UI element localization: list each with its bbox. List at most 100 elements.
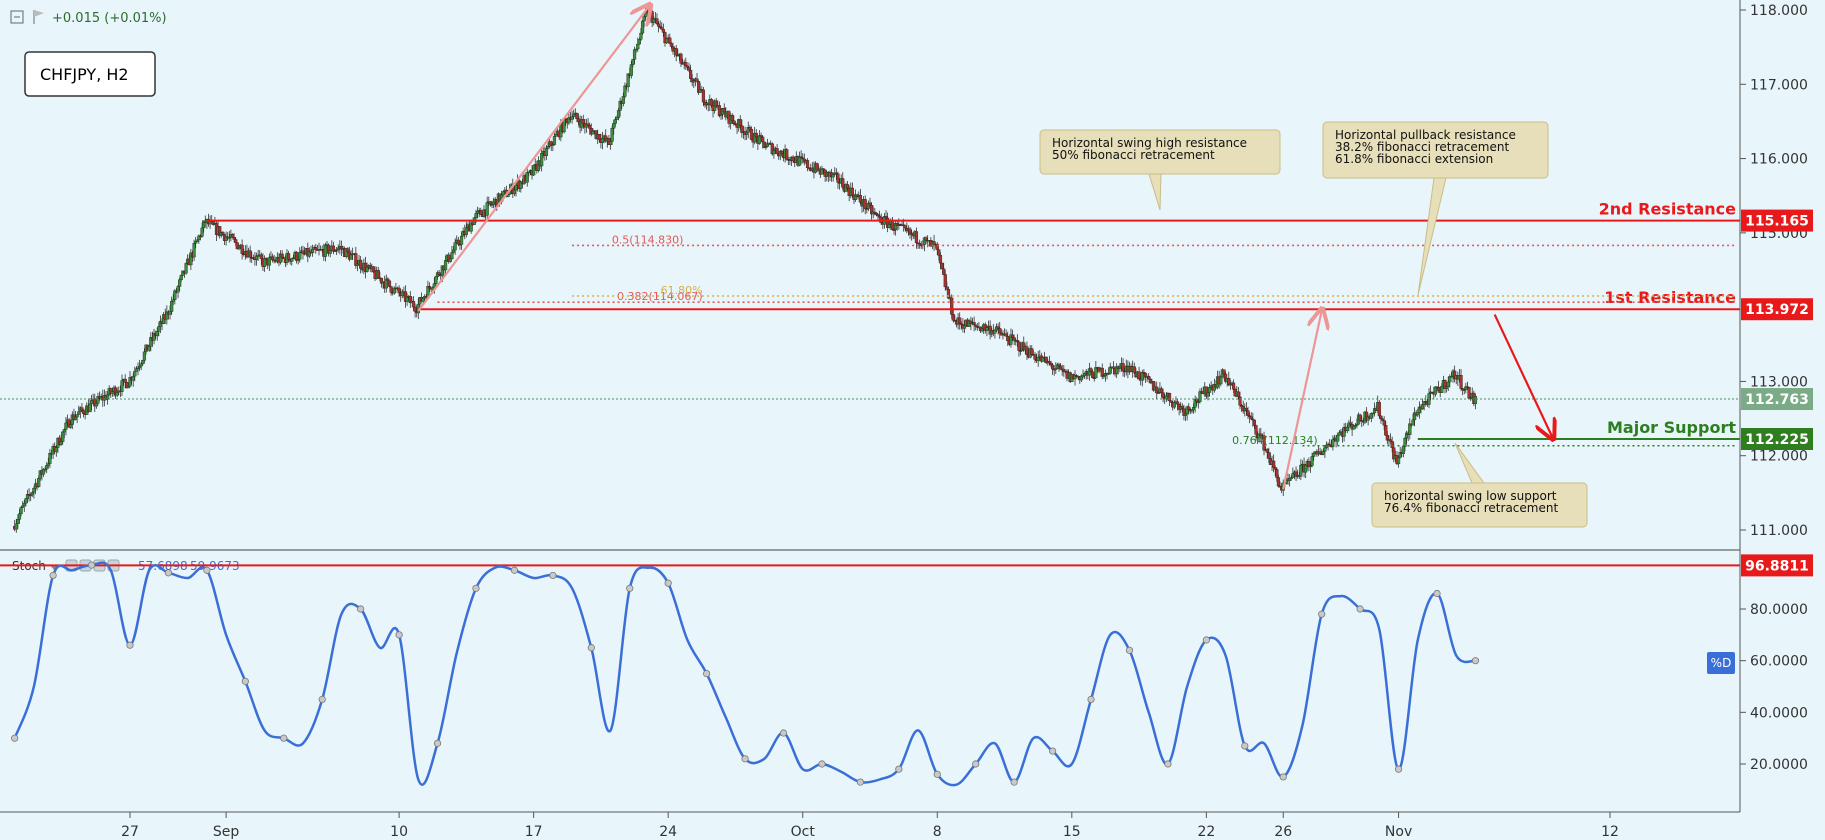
candle-up bbox=[69, 424, 73, 428]
candle-up bbox=[1408, 423, 1412, 435]
candle-up bbox=[572, 113, 576, 117]
candle-down bbox=[1025, 346, 1029, 355]
time-tick-label: 24 bbox=[659, 824, 677, 840]
candle-up bbox=[600, 138, 605, 143]
candle-down bbox=[1377, 402, 1381, 417]
candle-down bbox=[924, 237, 928, 241]
candle-up bbox=[37, 478, 41, 487]
candle-down bbox=[327, 244, 331, 254]
candle-up bbox=[554, 134, 558, 137]
candle-down bbox=[123, 378, 127, 383]
candle-up bbox=[1118, 366, 1122, 370]
candle-up bbox=[405, 296, 409, 302]
candle-up bbox=[126, 385, 130, 389]
candle-down bbox=[950, 297, 954, 315]
stoch-line[interactable] bbox=[13, 561, 1476, 787]
candle-down bbox=[903, 225, 907, 229]
candle-up bbox=[831, 174, 835, 178]
candle-up bbox=[59, 441, 63, 445]
stoch-series-label: %D bbox=[1711, 656, 1732, 670]
candle-down bbox=[1251, 418, 1255, 421]
candle-down bbox=[1091, 371, 1095, 378]
candle-up bbox=[459, 235, 464, 245]
candle-down bbox=[1132, 366, 1136, 373]
candle-down bbox=[1388, 439, 1393, 442]
candle-down bbox=[668, 37, 672, 44]
stoch-level-text: 96.8811 bbox=[1745, 558, 1809, 574]
candle-down bbox=[1252, 419, 1257, 426]
candle-down bbox=[81, 410, 86, 414]
candle-up bbox=[745, 132, 749, 136]
candle-down bbox=[1030, 348, 1034, 355]
trend-arrow[interactable] bbox=[417, 6, 649, 312]
collapse-icon[interactable] bbox=[10, 10, 24, 24]
candle-up bbox=[89, 400, 94, 405]
candle-down bbox=[80, 407, 84, 411]
candle-down bbox=[301, 250, 305, 254]
candle-up bbox=[623, 85, 627, 97]
candle-up bbox=[46, 463, 50, 466]
candle-down bbox=[942, 268, 946, 275]
candle-up bbox=[1323, 447, 1327, 452]
candle-up bbox=[980, 328, 984, 332]
candle-up bbox=[157, 326, 161, 332]
candle-up bbox=[323, 244, 328, 257]
level-label: 2nd Resistance bbox=[1599, 200, 1737, 219]
candle-down bbox=[386, 278, 390, 282]
time-tick-label: 10 bbox=[390, 824, 408, 840]
candle-down bbox=[890, 220, 895, 230]
stoch-series-badge bbox=[1707, 652, 1735, 674]
candle-down bbox=[935, 243, 939, 250]
level-label: Major Support bbox=[1607, 418, 1736, 437]
candle-down bbox=[946, 289, 951, 299]
candle-up bbox=[1191, 406, 1196, 411]
trend-arrow[interactable] bbox=[1493, 314, 1553, 438]
price-tick-label: 117.000 bbox=[1750, 77, 1808, 93]
stoch-point bbox=[49, 571, 57, 580]
stoch-point bbox=[549, 571, 557, 580]
candle-up bbox=[138, 365, 142, 369]
candle-up bbox=[1206, 392, 1210, 397]
flag-icon[interactable] bbox=[33, 10, 44, 24]
level-price-text: 113.972 bbox=[1745, 302, 1809, 318]
candle-up bbox=[475, 211, 480, 214]
candle-up bbox=[1198, 391, 1202, 402]
candle-down bbox=[1175, 401, 1180, 405]
candle-up bbox=[514, 185, 518, 191]
time-tick-label: 22 bbox=[1197, 824, 1215, 840]
candle-down bbox=[1015, 340, 1019, 343]
candle-down bbox=[447, 254, 451, 262]
symbol-badge[interactable]: CHFJPY, H2 bbox=[24, 51, 156, 97]
candle-down bbox=[346, 248, 350, 253]
candle-down bbox=[1137, 371, 1141, 379]
candle-down bbox=[1017, 341, 1021, 351]
candle-up bbox=[30, 492, 34, 496]
stoch-point bbox=[318, 695, 326, 704]
candle-up bbox=[105, 394, 110, 400]
time-tick-label: Sep bbox=[213, 824, 240, 840]
stoch-point bbox=[1125, 646, 1134, 654]
candle-up bbox=[133, 371, 137, 377]
candle-down bbox=[1147, 376, 1151, 380]
candle-down bbox=[1050, 364, 1055, 370]
trend-arrow[interactable] bbox=[1282, 311, 1321, 490]
candle-down bbox=[1231, 382, 1236, 390]
time-tick-label: 27 bbox=[121, 824, 139, 840]
candle-up bbox=[110, 391, 114, 394]
candle-up bbox=[640, 20, 645, 34]
time-tick-label: Nov bbox=[1385, 824, 1412, 840]
candle-up bbox=[32, 488, 36, 493]
candle-down bbox=[836, 173, 840, 183]
stoch-point bbox=[933, 770, 941, 778]
candle-down bbox=[354, 253, 358, 266]
candle-up bbox=[120, 380, 124, 392]
candle-down bbox=[1276, 477, 1281, 487]
candle-down bbox=[1254, 425, 1258, 435]
candle-up bbox=[267, 257, 271, 266]
candle-up bbox=[290, 258, 294, 262]
candle-up bbox=[1396, 457, 1401, 465]
